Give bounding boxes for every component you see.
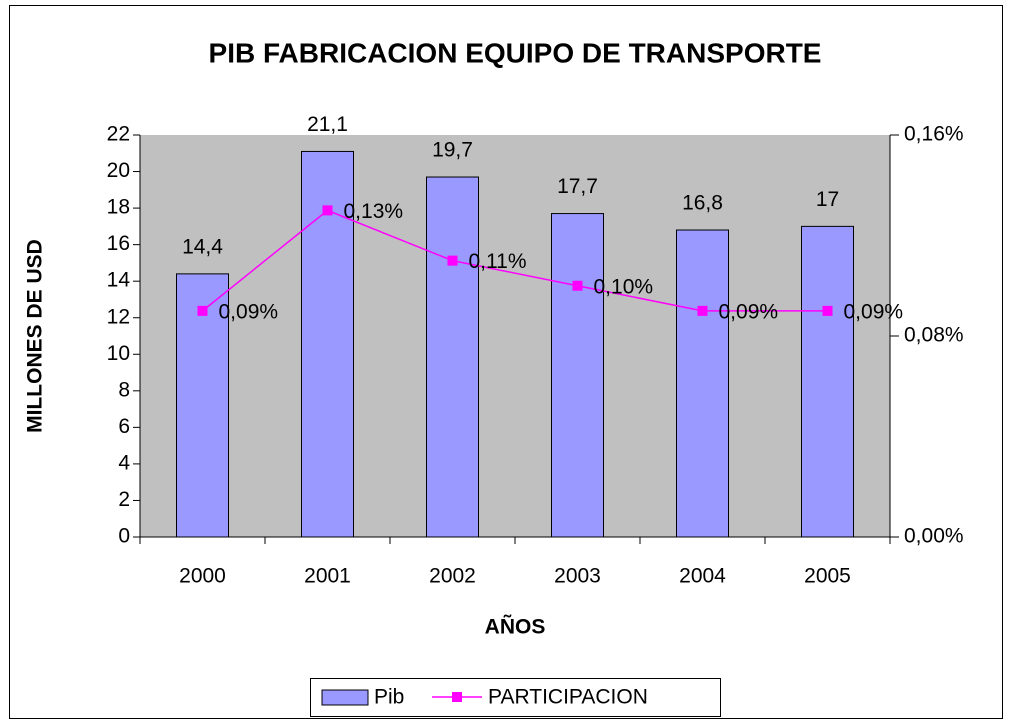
- legend-label: Pib: [374, 686, 404, 709]
- bar-value-label: 19,7: [432, 139, 473, 162]
- bar: [551, 213, 604, 538]
- x-tick-label: 2002: [429, 565, 476, 588]
- legend-box: [310, 678, 721, 717]
- bar: [426, 176, 479, 538]
- x-tick-label: 2004: [679, 565, 726, 588]
- line-value-label: 0,09%: [219, 300, 279, 323]
- line-value-label: 0,11%: [469, 250, 527, 273]
- bar-value-label: 16,8: [682, 192, 723, 215]
- y-tick-label: 18: [107, 196, 130, 219]
- y-axis-label: MILLONES DE USD: [24, 239, 47, 433]
- line-marker: [822, 305, 833, 316]
- x-axis-label: AÑOS: [485, 616, 546, 639]
- line-value-label: 0,09%: [719, 300, 779, 323]
- plot-area: [140, 135, 890, 537]
- y-tick-label: 6: [118, 415, 130, 438]
- legend-swatch: [452, 692, 462, 702]
- bar-value-label: 14,4: [182, 235, 223, 258]
- y2-tick-label: 0,08%: [904, 324, 964, 347]
- line-marker: [322, 205, 333, 216]
- y-tick-label: 8: [118, 378, 130, 401]
- bar-value-label: 17,7: [557, 175, 598, 198]
- y2-tick-label: 0,00%: [904, 525, 964, 548]
- bar: [176, 273, 229, 538]
- y-tick-label: 22: [107, 123, 130, 146]
- y-tick-label: 14: [107, 269, 131, 292]
- y-tick-label: 0: [118, 525, 130, 548]
- y-tick-label: 12: [107, 305, 130, 328]
- line-value-label: 0,13%: [344, 200, 404, 223]
- line-marker: [572, 280, 583, 291]
- y-tick-label: 16: [107, 232, 130, 255]
- line-marker: [697, 305, 708, 316]
- x-tick-label: 2000: [179, 565, 226, 588]
- y2-tick-label: 0,16%: [904, 123, 964, 146]
- line-marker: [447, 255, 458, 266]
- bar-value-label: 21,1: [307, 113, 348, 136]
- y-tick-label: 20: [107, 159, 130, 182]
- chart-title: PIB FABRICACION EQUIPO DE TRANSPORTE: [209, 37, 822, 68]
- line-value-label: 0,09%: [844, 300, 904, 323]
- bar: [676, 229, 729, 538]
- y-tick-label: 4: [118, 451, 130, 474]
- line-value-label: 0,10%: [594, 275, 654, 298]
- x-tick-label: 2001: [304, 565, 351, 588]
- bar: [801, 225, 854, 538]
- y-tick-label: 2: [118, 488, 130, 511]
- line: [202, 209, 828, 312]
- legend-label: PARTICIPACION: [488, 686, 648, 709]
- x-tick-label: 2005: [804, 565, 851, 588]
- legend-swatch: [321, 689, 369, 706]
- bar-value-label: 17: [816, 188, 839, 211]
- x-tick-label: 2003: [554, 565, 601, 588]
- line-marker: [197, 305, 208, 316]
- y-tick-label: 10: [107, 342, 130, 365]
- bar: [301, 150, 354, 538]
